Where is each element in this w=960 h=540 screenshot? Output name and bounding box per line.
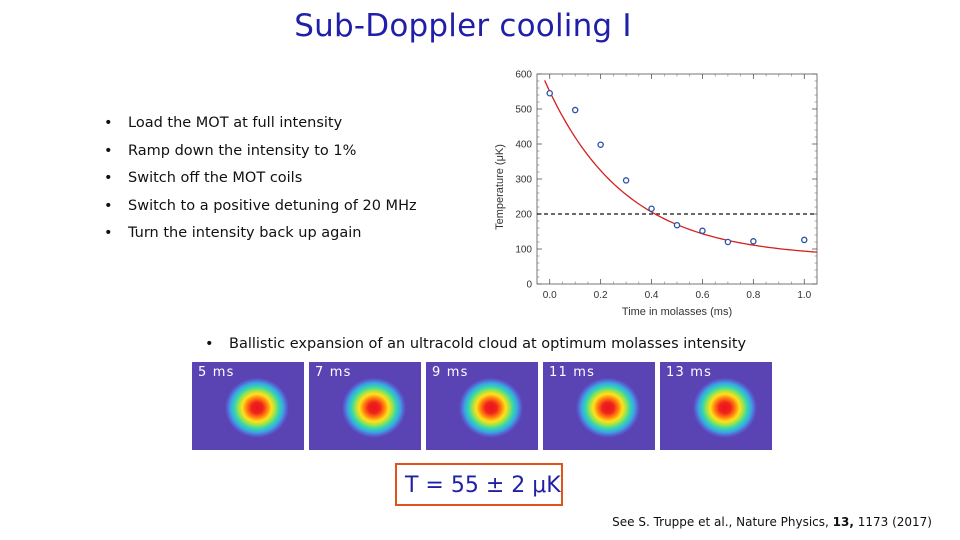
cloud-image xyxy=(192,362,304,450)
citation-pages: 1173 (2017) xyxy=(853,515,932,529)
data-point xyxy=(597,141,604,148)
bullet-icon: • xyxy=(104,142,113,159)
list-item: • Turn the intensity back up again xyxy=(104,222,417,250)
cloud-image xyxy=(309,362,421,450)
y-tick-label: 200 xyxy=(515,210,532,221)
list-item: • Switch to a positive detuning of 20 MHz xyxy=(104,195,417,223)
data-point xyxy=(801,236,808,244)
frame-time-label: 11 ms xyxy=(549,365,596,380)
y-tick-label: 100 xyxy=(515,245,532,256)
plot-frame xyxy=(536,73,818,285)
citation-text: See S. Truppe et al., Nature Physics, xyxy=(612,515,833,529)
cloud-image xyxy=(543,362,655,450)
data-point xyxy=(699,227,706,235)
y-tick-label: 600 xyxy=(515,70,532,81)
cloud-image xyxy=(660,362,772,450)
x-tick-label: 0.4 xyxy=(645,290,659,301)
expansion-frame: 13 ms xyxy=(660,362,772,450)
x-axis-label: Time in molasses (ms) xyxy=(622,306,732,318)
step-text: Switch off the MOT coils xyxy=(128,170,303,187)
frame-time-label: 5 ms xyxy=(198,365,235,380)
expansion-caption-line: • Ballistic expansion of an ultracold cl… xyxy=(205,336,746,352)
bullet-icon: • xyxy=(104,225,113,242)
cloud-image xyxy=(426,362,538,450)
data-point xyxy=(622,177,630,184)
data-point xyxy=(546,89,553,97)
expansion-frame: 7 ms xyxy=(309,362,421,450)
expansion-frame: 9 ms xyxy=(426,362,538,450)
expansion-frame: 5 ms xyxy=(192,362,304,450)
data-point xyxy=(750,238,757,245)
y-tick-label: 400 xyxy=(515,140,532,151)
y-tick-label: 500 xyxy=(515,105,532,116)
data-point xyxy=(724,238,732,246)
procedure-list: • Load the MOT at full intensity • Ramp do… xyxy=(104,112,417,250)
frame-time-label: 13 ms xyxy=(666,365,713,380)
y-tick-label: 0 xyxy=(526,280,532,291)
temperature-chart: 0 100 200 300 400 500 600 0.0 0.2 0.4 0.6 0.8 1.0 Tim… xyxy=(494,70,818,318)
step-text: Load the MOT at full intensity xyxy=(128,115,343,131)
list-item: • Ramp down the intensity to 1% xyxy=(104,140,417,168)
data-point xyxy=(648,205,655,212)
y-axis-label: Temperature (μK) xyxy=(494,144,506,230)
citation-volume: 13, xyxy=(832,515,854,529)
x-tick-label: 0.8 xyxy=(746,290,760,301)
x-tick-label: 0.0 xyxy=(543,290,557,301)
data-point xyxy=(673,221,681,229)
x-tick-label: 0.2 xyxy=(594,290,608,301)
step-text: Switch to a positive detuning of 20 MHz xyxy=(128,197,417,214)
x-tick-label: 0.6 xyxy=(696,290,710,301)
list-item: • Switch off the MOT coils xyxy=(104,167,417,195)
x-tick-label: 1.0 xyxy=(797,290,811,301)
bullet-icon: • xyxy=(104,197,113,214)
temperature-result-box: T = 55 ± 2 μK xyxy=(395,463,563,506)
data-point xyxy=(571,106,579,114)
bullet-icon: • xyxy=(104,115,113,131)
bullet-icon: • xyxy=(205,336,214,352)
slide-title: Sub-Doppler cooling I xyxy=(294,8,632,44)
frame-time-label: 7 ms xyxy=(315,365,352,380)
y-tick-label: 300 xyxy=(515,175,532,186)
frame-time-label: 9 ms xyxy=(432,365,469,380)
bullet-icon: • xyxy=(104,170,113,187)
fit-curve xyxy=(544,80,818,253)
step-text: Ramp down the intensity to 1% xyxy=(128,142,357,159)
expansion-caption: Ballistic expansion of an ultracold clou… xyxy=(229,336,747,352)
expansion-frame: 11 ms xyxy=(543,362,655,450)
citation: See S. Truppe et al., Nature Physics, 13… xyxy=(612,515,932,529)
step-text: Turn the intensity back up again xyxy=(128,225,362,242)
list-item: • Load the MOT at full intensity xyxy=(104,112,417,140)
